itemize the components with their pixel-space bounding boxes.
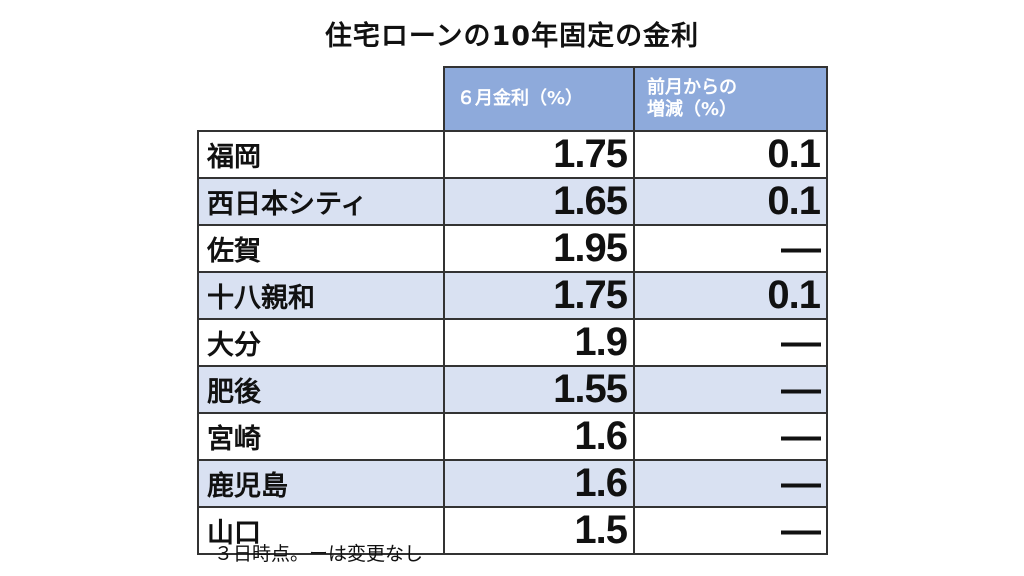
rate-value: 1.5 [443, 506, 635, 555]
bank-name: 十八親和 [197, 271, 445, 320]
rate-value: 1.95 [443, 224, 635, 273]
bank-name: 鹿児島 [197, 459, 445, 508]
table-row: 西日本シティ 1.65 0.1 [197, 177, 828, 226]
table-header-row: ６月金利（%） 前月からの 増減（%） [198, 66, 828, 132]
header-june-rate: ６月金利（%） [443, 66, 635, 132]
change-value: — [633, 318, 828, 367]
header-change-line2: 増減（%） [647, 99, 738, 120]
footnote: ３日時点。ーは変更なし [214, 543, 424, 565]
table-row: 大分 1.9 — [197, 318, 828, 367]
header-blank-cell [198, 67, 445, 132]
table-row: 福岡 1.75 0.1 [197, 130, 828, 179]
change-value: 0.1 [633, 130, 828, 179]
table-row: 肥後 1.55 — [197, 365, 828, 414]
rate-value: 1.75 [443, 130, 635, 179]
change-value: 0.1 [633, 271, 828, 320]
bank-name: 福岡 [197, 130, 445, 179]
change-value: 0.1 [633, 177, 828, 226]
table-row: 山口 1.5 — [197, 506, 828, 555]
rate-value: 1.65 [443, 177, 635, 226]
bank-name: 西日本シティ [197, 177, 445, 226]
bank-name: 山口 [197, 506, 445, 555]
header-monthly-change: 前月からの 増減（%） [633, 66, 828, 132]
change-value: — [633, 506, 828, 555]
rate-value: 1.55 [443, 365, 635, 414]
rate-value: 1.9 [443, 318, 635, 367]
rate-table: ６月金利（%） 前月からの 増減（%） 福岡 1.75 0.1 西日本シティ 1… [197, 66, 828, 555]
bank-name: 佐賀 [197, 224, 445, 273]
header-change-line1: 前月からの [647, 77, 737, 98]
table-row: 佐賀 1.95 — [197, 224, 828, 273]
change-value: — [633, 365, 828, 414]
change-value: — [633, 459, 828, 508]
change-value: — [633, 412, 828, 461]
table-row: 十八親和 1.75 0.1 [197, 271, 828, 320]
rate-value: 1.6 [443, 459, 635, 508]
bank-name: 宮崎 [197, 412, 445, 461]
table-row: 宮崎 1.6 — [197, 412, 828, 461]
bank-name: 肥後 [197, 365, 445, 414]
rate-value: 1.6 [443, 412, 635, 461]
change-value: — [633, 224, 828, 273]
bank-name: 大分 [197, 318, 445, 367]
rate-value: 1.75 [443, 271, 635, 320]
chart-title: 住宅ローンの10年固定の金利 [324, 21, 700, 52]
table-row: 鹿児島 1.6 — [197, 459, 828, 508]
